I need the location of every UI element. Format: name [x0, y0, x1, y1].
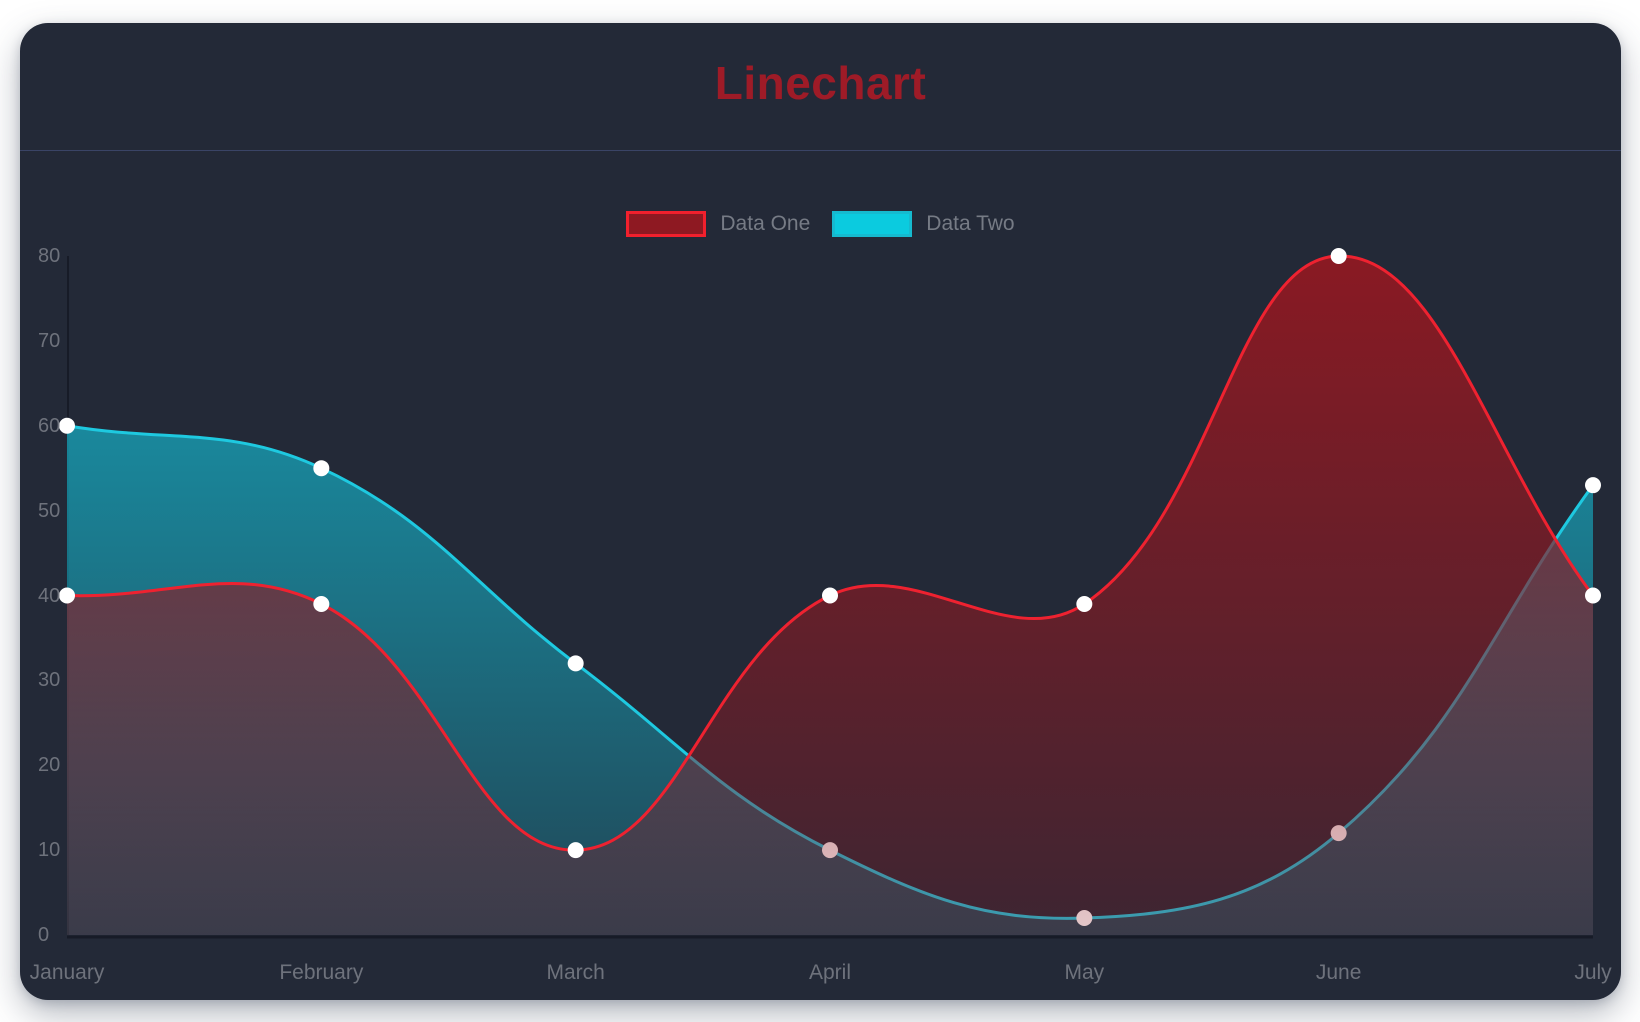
data-one-point-march[interactable] [567, 842, 584, 859]
data-two-point-january[interactable] [59, 417, 75, 434]
data-one-line [65, 254, 1595, 852]
chart-card: Linechart 0 10 20 30 40 50 60 70 80 January Februa… [20, 23, 1621, 1000]
data-two-point-july[interactable] [1585, 477, 1601, 494]
line-chart-plot[interactable] [20, 23, 1621, 1000]
chart-title: Linechart [714, 57, 927, 109]
data-one-point-april[interactable] [822, 587, 838, 604]
legend-swatch-data-one-icon [626, 211, 707, 237]
legend-label-data-one: Data One [720, 212, 811, 235]
legend-label-data-two: Data Two [926, 212, 1015, 235]
data-two-point-february[interactable] [313, 460, 330, 477]
data-two-point-march[interactable] [567, 655, 584, 672]
legend-item-data-one[interactable]: Data One [626, 211, 810, 237]
header-divider [20, 150, 1621, 151]
data-one-point-february[interactable] [313, 595, 330, 612]
data-one-point-july[interactable] [1585, 587, 1601, 604]
legend-item-data-two[interactable]: Data Two [832, 211, 1015, 237]
data-one-point-may[interactable] [1076, 595, 1093, 612]
data-one-point-june[interactable] [1330, 248, 1347, 264]
data-one-area [67, 255, 1593, 935]
legend-swatch-data-two-icon [832, 211, 913, 237]
chart-legend: Data One Data Two [20, 211, 1621, 237]
data-one-point-january[interactable] [59, 587, 75, 604]
